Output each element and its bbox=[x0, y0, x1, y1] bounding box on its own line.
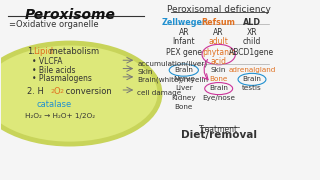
Text: Refsum: Refsum bbox=[202, 18, 236, 27]
Text: cell damage: cell damage bbox=[137, 90, 181, 96]
Text: metabolism: metabolism bbox=[47, 48, 99, 57]
Text: Brain: Brain bbox=[174, 67, 193, 73]
Text: Treatment: Treatment bbox=[199, 125, 238, 134]
Circle shape bbox=[0, 43, 160, 144]
Text: Peroxisome: Peroxisome bbox=[25, 8, 116, 22]
Text: phytanic: phytanic bbox=[202, 48, 236, 57]
Text: accumulation(liver): accumulation(liver) bbox=[137, 60, 207, 67]
Text: conversion: conversion bbox=[63, 87, 111, 96]
Text: adult: adult bbox=[209, 37, 228, 46]
Text: Zellweger: Zellweger bbox=[161, 18, 206, 27]
Text: ABCD1gene: ABCD1gene bbox=[229, 48, 275, 57]
Text: Skin: Skin bbox=[137, 69, 153, 75]
Text: Brain: Brain bbox=[243, 76, 261, 82]
Text: Liver: Liver bbox=[175, 85, 193, 91]
Text: Kidney: Kidney bbox=[172, 95, 196, 101]
Text: O: O bbox=[54, 87, 60, 96]
Text: child: child bbox=[243, 37, 261, 46]
Text: catalase: catalase bbox=[36, 100, 72, 109]
Text: Nerve: Nerve bbox=[173, 76, 195, 82]
Text: XR: XR bbox=[247, 28, 257, 37]
Text: • Plasmalogens: • Plasmalogens bbox=[32, 74, 92, 83]
Text: Infant: Infant bbox=[172, 37, 195, 46]
Text: • Bile acids: • Bile acids bbox=[32, 66, 75, 75]
Text: ALD: ALD bbox=[243, 18, 261, 27]
Text: Diet/removal: Diet/removal bbox=[181, 130, 257, 140]
Text: Eye/nose: Eye/nose bbox=[202, 95, 235, 101]
Text: Bone: Bone bbox=[175, 104, 193, 110]
Text: 2. H: 2. H bbox=[28, 87, 44, 96]
Text: PEX gene: PEX gene bbox=[166, 48, 202, 57]
Text: acid: acid bbox=[211, 57, 227, 66]
Text: 1.: 1. bbox=[28, 48, 35, 57]
Text: AR: AR bbox=[213, 28, 224, 37]
Text: Brain(white)/myelin: Brain(white)/myelin bbox=[137, 77, 208, 83]
Text: 2: 2 bbox=[51, 89, 54, 94]
Text: H₂O₂ → H₂O+ 1/2O₂: H₂O₂ → H₂O+ 1/2O₂ bbox=[25, 113, 95, 119]
Text: AR: AR bbox=[179, 28, 189, 37]
Text: Peroxisomal deficiency: Peroxisomal deficiency bbox=[167, 5, 271, 14]
Text: Bone: Bone bbox=[210, 76, 228, 82]
Text: Lipid: Lipid bbox=[33, 48, 53, 57]
Text: Skin: Skin bbox=[211, 67, 226, 73]
Text: testis: testis bbox=[242, 85, 262, 91]
Text: Brain: Brain bbox=[209, 85, 228, 91]
Text: • VLCFA: • VLCFA bbox=[32, 57, 62, 66]
Text: adrenalgland: adrenalgland bbox=[228, 67, 276, 73]
Text: 2: 2 bbox=[60, 89, 64, 94]
Text: =Oxidative organelle: =Oxidative organelle bbox=[9, 20, 99, 29]
